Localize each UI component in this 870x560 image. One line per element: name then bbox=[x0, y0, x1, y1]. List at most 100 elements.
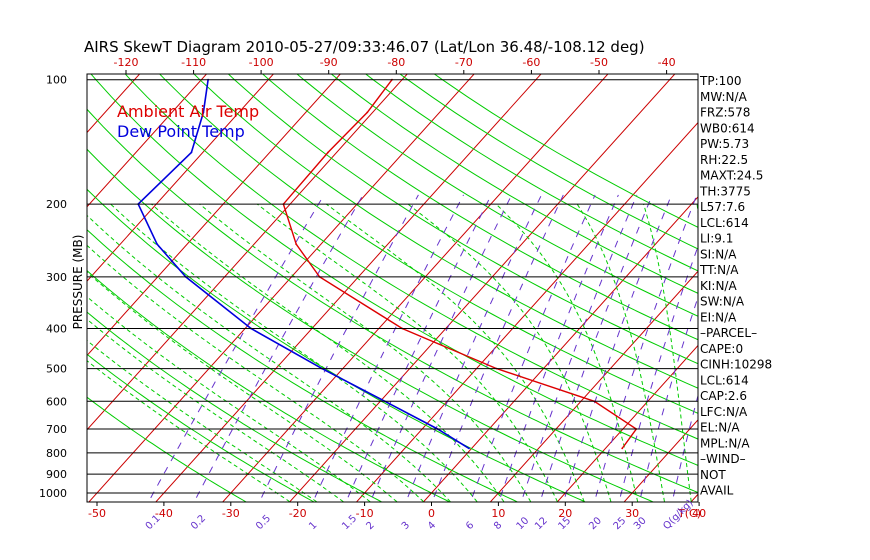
isotherm-line bbox=[88, 74, 475, 502]
mixing-ratio-line bbox=[638, 295, 698, 502]
dry-adiabat-line bbox=[296, 74, 698, 317]
stability-index-item: LFC:N/A bbox=[700, 405, 748, 419]
x-tick-label: 30 bbox=[625, 507, 639, 520]
mixing-ratio-line bbox=[345, 194, 492, 502]
mixing-ratio-label: 2 bbox=[364, 520, 376, 532]
isotherm-line bbox=[355, 121, 698, 502]
plot-area bbox=[87, 61, 870, 510]
dry-adiabat-line bbox=[364, 74, 698, 272]
isotherm-line bbox=[422, 196, 698, 502]
stability-index-item: –WIND– bbox=[700, 452, 746, 466]
legend-dew-temp: Dew Point Temp bbox=[117, 122, 245, 141]
x-tick-label: -20 bbox=[289, 507, 307, 520]
isotherm-line bbox=[751, 61, 870, 510]
mixing-ratio-line bbox=[193, 194, 364, 502]
stability-index-item: NOT bbox=[700, 468, 726, 482]
stability-index-item: EL:N/A bbox=[700, 421, 740, 435]
x-tick-label: -40 bbox=[155, 507, 173, 520]
moist-adiabat-line bbox=[495, 203, 639, 502]
dry-adiabat-line bbox=[261, 74, 698, 341]
mixing-ratio-label: 10 bbox=[515, 515, 532, 532]
dew-point-temp-point bbox=[468, 447, 470, 450]
x-axis-unit-label: T(C) bbox=[677, 507, 701, 520]
y-tick-label: 500 bbox=[46, 363, 67, 376]
dew-point-temp-point bbox=[156, 243, 159, 246]
y-tick-label: 700 bbox=[46, 423, 67, 436]
mixing-ratio-label: 20 bbox=[587, 515, 604, 532]
isotherm-line bbox=[489, 270, 698, 502]
stability-index-item: MAXT:24.5 bbox=[700, 169, 763, 183]
top-x-tick-label: -110 bbox=[181, 56, 206, 69]
top-x-tick-label: -100 bbox=[249, 56, 274, 69]
x-tick-label: 40 bbox=[692, 507, 706, 520]
top-x-tick-label: -70 bbox=[455, 56, 473, 69]
stability-index-item: PW:5.73 bbox=[700, 137, 749, 151]
x-tick-label: -50 bbox=[88, 507, 106, 520]
isotherm-line bbox=[155, 74, 542, 502]
dry-adiabat-line bbox=[87, 311, 383, 502]
ambient-air-temp-point bbox=[295, 243, 298, 246]
isotherm-line bbox=[87, 74, 341, 357]
mixing-ratio-line bbox=[618, 244, 698, 502]
isotherm-line bbox=[556, 344, 698, 502]
mixing-ratio-line bbox=[147, 194, 325, 502]
dry-adiabat-line bbox=[87, 353, 316, 502]
stability-index-item: MPL:N/A bbox=[700, 436, 750, 450]
mixing-ratio-label: 0.2 bbox=[189, 513, 208, 532]
ambient-air-temp-point bbox=[327, 151, 329, 154]
y-tick-label: 800 bbox=[46, 447, 67, 460]
top-x-tick-label: -90 bbox=[320, 56, 338, 69]
dew-point-temp-point bbox=[202, 111, 205, 114]
top-x-tick-label: -80 bbox=[387, 56, 405, 69]
dry-adiabat-line bbox=[227, 74, 698, 365]
stability-index-item: CINH:10298 bbox=[700, 358, 772, 372]
mixing-ratio-label: 1 bbox=[307, 520, 319, 532]
y-tick-label: 400 bbox=[46, 323, 67, 336]
moist-adiabat-line bbox=[199, 203, 532, 502]
moist-adiabat-line bbox=[643, 203, 692, 502]
dry-adiabat-line bbox=[193, 74, 698, 389]
mixing-ratio-line bbox=[258, 194, 419, 502]
isotherm-line bbox=[87, 74, 208, 208]
top-x-tick-label: -120 bbox=[114, 56, 139, 69]
stability-index-item: LCL:614 bbox=[700, 216, 749, 230]
moist-adiabat-line bbox=[576, 203, 665, 502]
stability-index-item: WB0:614 bbox=[700, 121, 755, 135]
plot-frame bbox=[86, 73, 699, 503]
dry-adiabat-line bbox=[87, 188, 587, 502]
chart-title: AIRS SkewT Diagram 2010-05-27/09:33:46.0… bbox=[84, 38, 645, 56]
top-x-tick-label: -50 bbox=[590, 56, 608, 69]
stability-index-item: TP:100 bbox=[699, 74, 742, 88]
mixing-ratio-label: 3 bbox=[400, 520, 412, 532]
top-x-tick-label: -60 bbox=[522, 56, 540, 69]
moist-adiabat-line bbox=[326, 203, 585, 502]
ambient-air-temp-point bbox=[621, 447, 624, 450]
dry-adiabat-line bbox=[87, 270, 451, 502]
mixing-ratio-line bbox=[520, 194, 638, 502]
moist-adiabat-line bbox=[87, 214, 451, 502]
dry-adiabat-line bbox=[87, 229, 519, 502]
mixing-ratio-line bbox=[469, 194, 596, 502]
mixing-ratio-line bbox=[593, 194, 698, 502]
ambient-air-temp-point bbox=[366, 111, 369, 114]
mixing-ratio-label: 6 bbox=[464, 520, 476, 532]
stability-index-item: L57:7.6 bbox=[700, 200, 745, 214]
mixing-ratio-label: 8 bbox=[492, 520, 504, 532]
mixing-ratio-label: 12 bbox=[533, 515, 550, 532]
x-tick-label: 20 bbox=[558, 507, 572, 520]
isotherm-line bbox=[222, 74, 609, 502]
stability-index-item: TH:3775 bbox=[699, 184, 751, 198]
isotherm-line bbox=[288, 74, 676, 502]
top-x-tick-label: -40 bbox=[658, 56, 676, 69]
moist-adiabat-line bbox=[87, 318, 344, 502]
x-tick-label: -30 bbox=[222, 507, 240, 520]
dew-point-temp-point bbox=[190, 151, 193, 154]
x-tick-label: 10 bbox=[491, 507, 505, 520]
stability-index-item: EI:N/A bbox=[700, 310, 737, 324]
stability-index-item: AVAIL bbox=[700, 484, 734, 498]
stability-index-item: LI:9.1 bbox=[700, 232, 733, 246]
moist-adiabat-line bbox=[87, 244, 424, 502]
y-tick-label: 100 bbox=[46, 74, 67, 87]
moist-adiabat-line bbox=[256, 203, 558, 502]
